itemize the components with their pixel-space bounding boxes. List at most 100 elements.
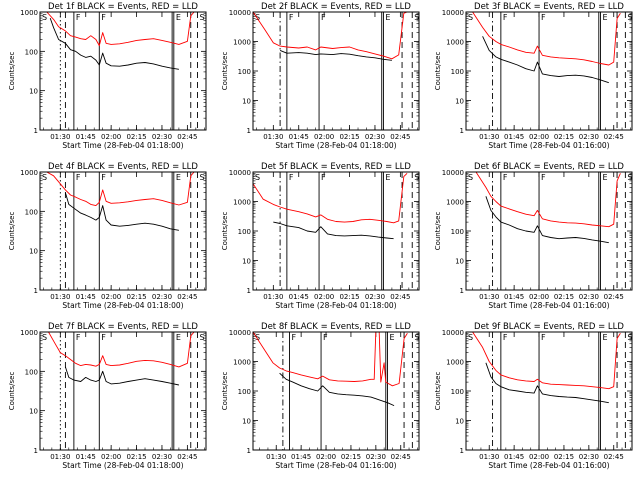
events-series-line [485,362,609,404]
y-tick-label: 100 [451,228,464,236]
x-axis-label: Start Time (28-Feb-04 01:18:00) [62,301,183,310]
y-axis-label: Counts/sec [221,212,229,251]
lld-series-line [475,172,621,228]
y-tick-label: 1 [34,127,38,135]
y-tick-label: 100 [238,388,251,396]
time-marker-label: E [176,13,181,22]
lld-series-line [253,172,408,224]
x-tick-label: 01:30 [479,453,499,461]
y-tick-label: 10 [29,408,38,416]
y-tick-label: 10 [455,98,464,106]
chart-panel: Det 3f BLACK = Events, RED = LLD Counts/s… [434,2,633,150]
y-axis-label: Counts/sec [434,52,442,91]
time-marker-label: F [76,13,81,22]
time-marker-label: F [76,333,81,342]
x-tick-label: 02:00 [101,453,121,461]
time-marker-label: S [627,333,632,342]
y-axis-label: Counts/sec [434,212,442,251]
y-tick-label: 100 [25,208,38,216]
chart-panel: Det 7f BLACK = Events, RED = LLD Counts/s… [8,322,207,470]
y-tick-label: 1000 [233,359,251,367]
plot-frame [465,11,633,131]
x-tick-label: 02:30 [152,133,172,141]
x-tick-label: 02:30 [152,293,172,301]
x-tick-label: 02:45 [604,293,624,301]
x-tick-label: 02:15 [126,453,146,461]
lld-series-line [472,12,621,66]
y-tick-label: 100 [238,228,251,236]
x-tick-label: 02:30 [152,453,172,461]
time-marker-label: F [101,13,106,22]
x-tick-label: 02:15 [554,293,574,301]
y-tick-label: 10000 [229,169,251,177]
x-tick-label: 01:30 [50,453,70,461]
time-marker-label: S [255,333,260,342]
x-tick-label: 02:30 [579,293,599,301]
x-tick-label: 01:45 [504,293,524,301]
x-tick-label: 01:45 [291,453,311,461]
x-tick-label: 01:45 [76,293,96,301]
x-tick-label: 01:30 [263,133,283,141]
time-marker-label: S [627,13,632,22]
events-series-line [485,196,609,244]
time-marker-label: E [176,173,181,182]
events-series-line [279,49,392,61]
y-tick-label: 10 [242,98,251,106]
time-marker-label: F [541,13,546,22]
x-tick-label: 01:45 [504,453,524,461]
time-marker-label: F [289,13,294,22]
y-axis-label: Counts/sec [8,372,16,411]
time-marker-label: S [468,173,473,182]
x-tick-label: 02:30 [366,453,386,461]
y-tick-label: 1 [34,447,38,455]
chart-panel: Det 5f BLACK = Events, RED = LLD Counts/s… [221,162,420,310]
time-marker-label: S [255,173,260,182]
y-tick-label: 10 [242,418,251,426]
x-tick-label: 01:45 [289,133,309,141]
events-series-line [482,36,609,84]
y-tick-label: 10 [242,258,251,266]
events-series-line [49,17,179,70]
x-tick-label: 01:45 [76,133,96,141]
time-marker-label: S [414,333,419,342]
y-tick-label: 10 [455,258,464,266]
y-tick-label: 1000 [20,169,38,177]
x-tick-label: 02:00 [101,133,121,141]
x-tick-label: 02:00 [529,453,549,461]
x-tick-label: 02:45 [177,453,197,461]
y-tick-label: 1 [247,287,251,295]
lld-series-line [253,12,408,60]
time-marker-label: F [292,333,297,342]
time-marker-label: F [101,173,106,182]
y-tick-label: 10000 [229,9,251,17]
series-group [253,172,408,240]
y-axis-label: Counts/sec [221,372,229,411]
time-marker-label: S [414,13,419,22]
x-tick-label: 02:00 [529,133,549,141]
y-tick-label: 10000 [442,9,464,17]
x-tick-label: 02:15 [554,453,574,461]
y-tick-label: 1 [247,447,251,455]
y-axis-label: Counts/sec [221,52,229,91]
series-group [253,332,408,407]
events-series-line [279,372,395,407]
y-tick-label: 1000 [20,329,38,337]
x-tick-label: 02:30 [365,133,385,141]
y-tick-label: 1000 [20,9,38,17]
series-group [475,172,621,244]
time-marker-label: S [468,333,473,342]
x-tick-label: 02:30 [365,293,385,301]
x-tick-label: 02:15 [126,133,146,141]
y-tick-label: 10000 [442,169,464,177]
time-marker-label: S [200,333,205,342]
x-axis-label: Start Time (28-Feb-04 01:18:00) [62,141,183,150]
x-tick-label: 02:00 [529,293,549,301]
x-tick-label: 02:45 [177,293,197,301]
x-tick-label: 02:00 [316,453,336,461]
lld-series-line [48,332,195,368]
x-axis-label: Start Time (28-Feb-04 01:18:00) [275,141,396,150]
x-tick-label: 01:30 [479,293,499,301]
x-tick-label: 02:00 [314,293,334,301]
lld-series-line [253,332,408,387]
